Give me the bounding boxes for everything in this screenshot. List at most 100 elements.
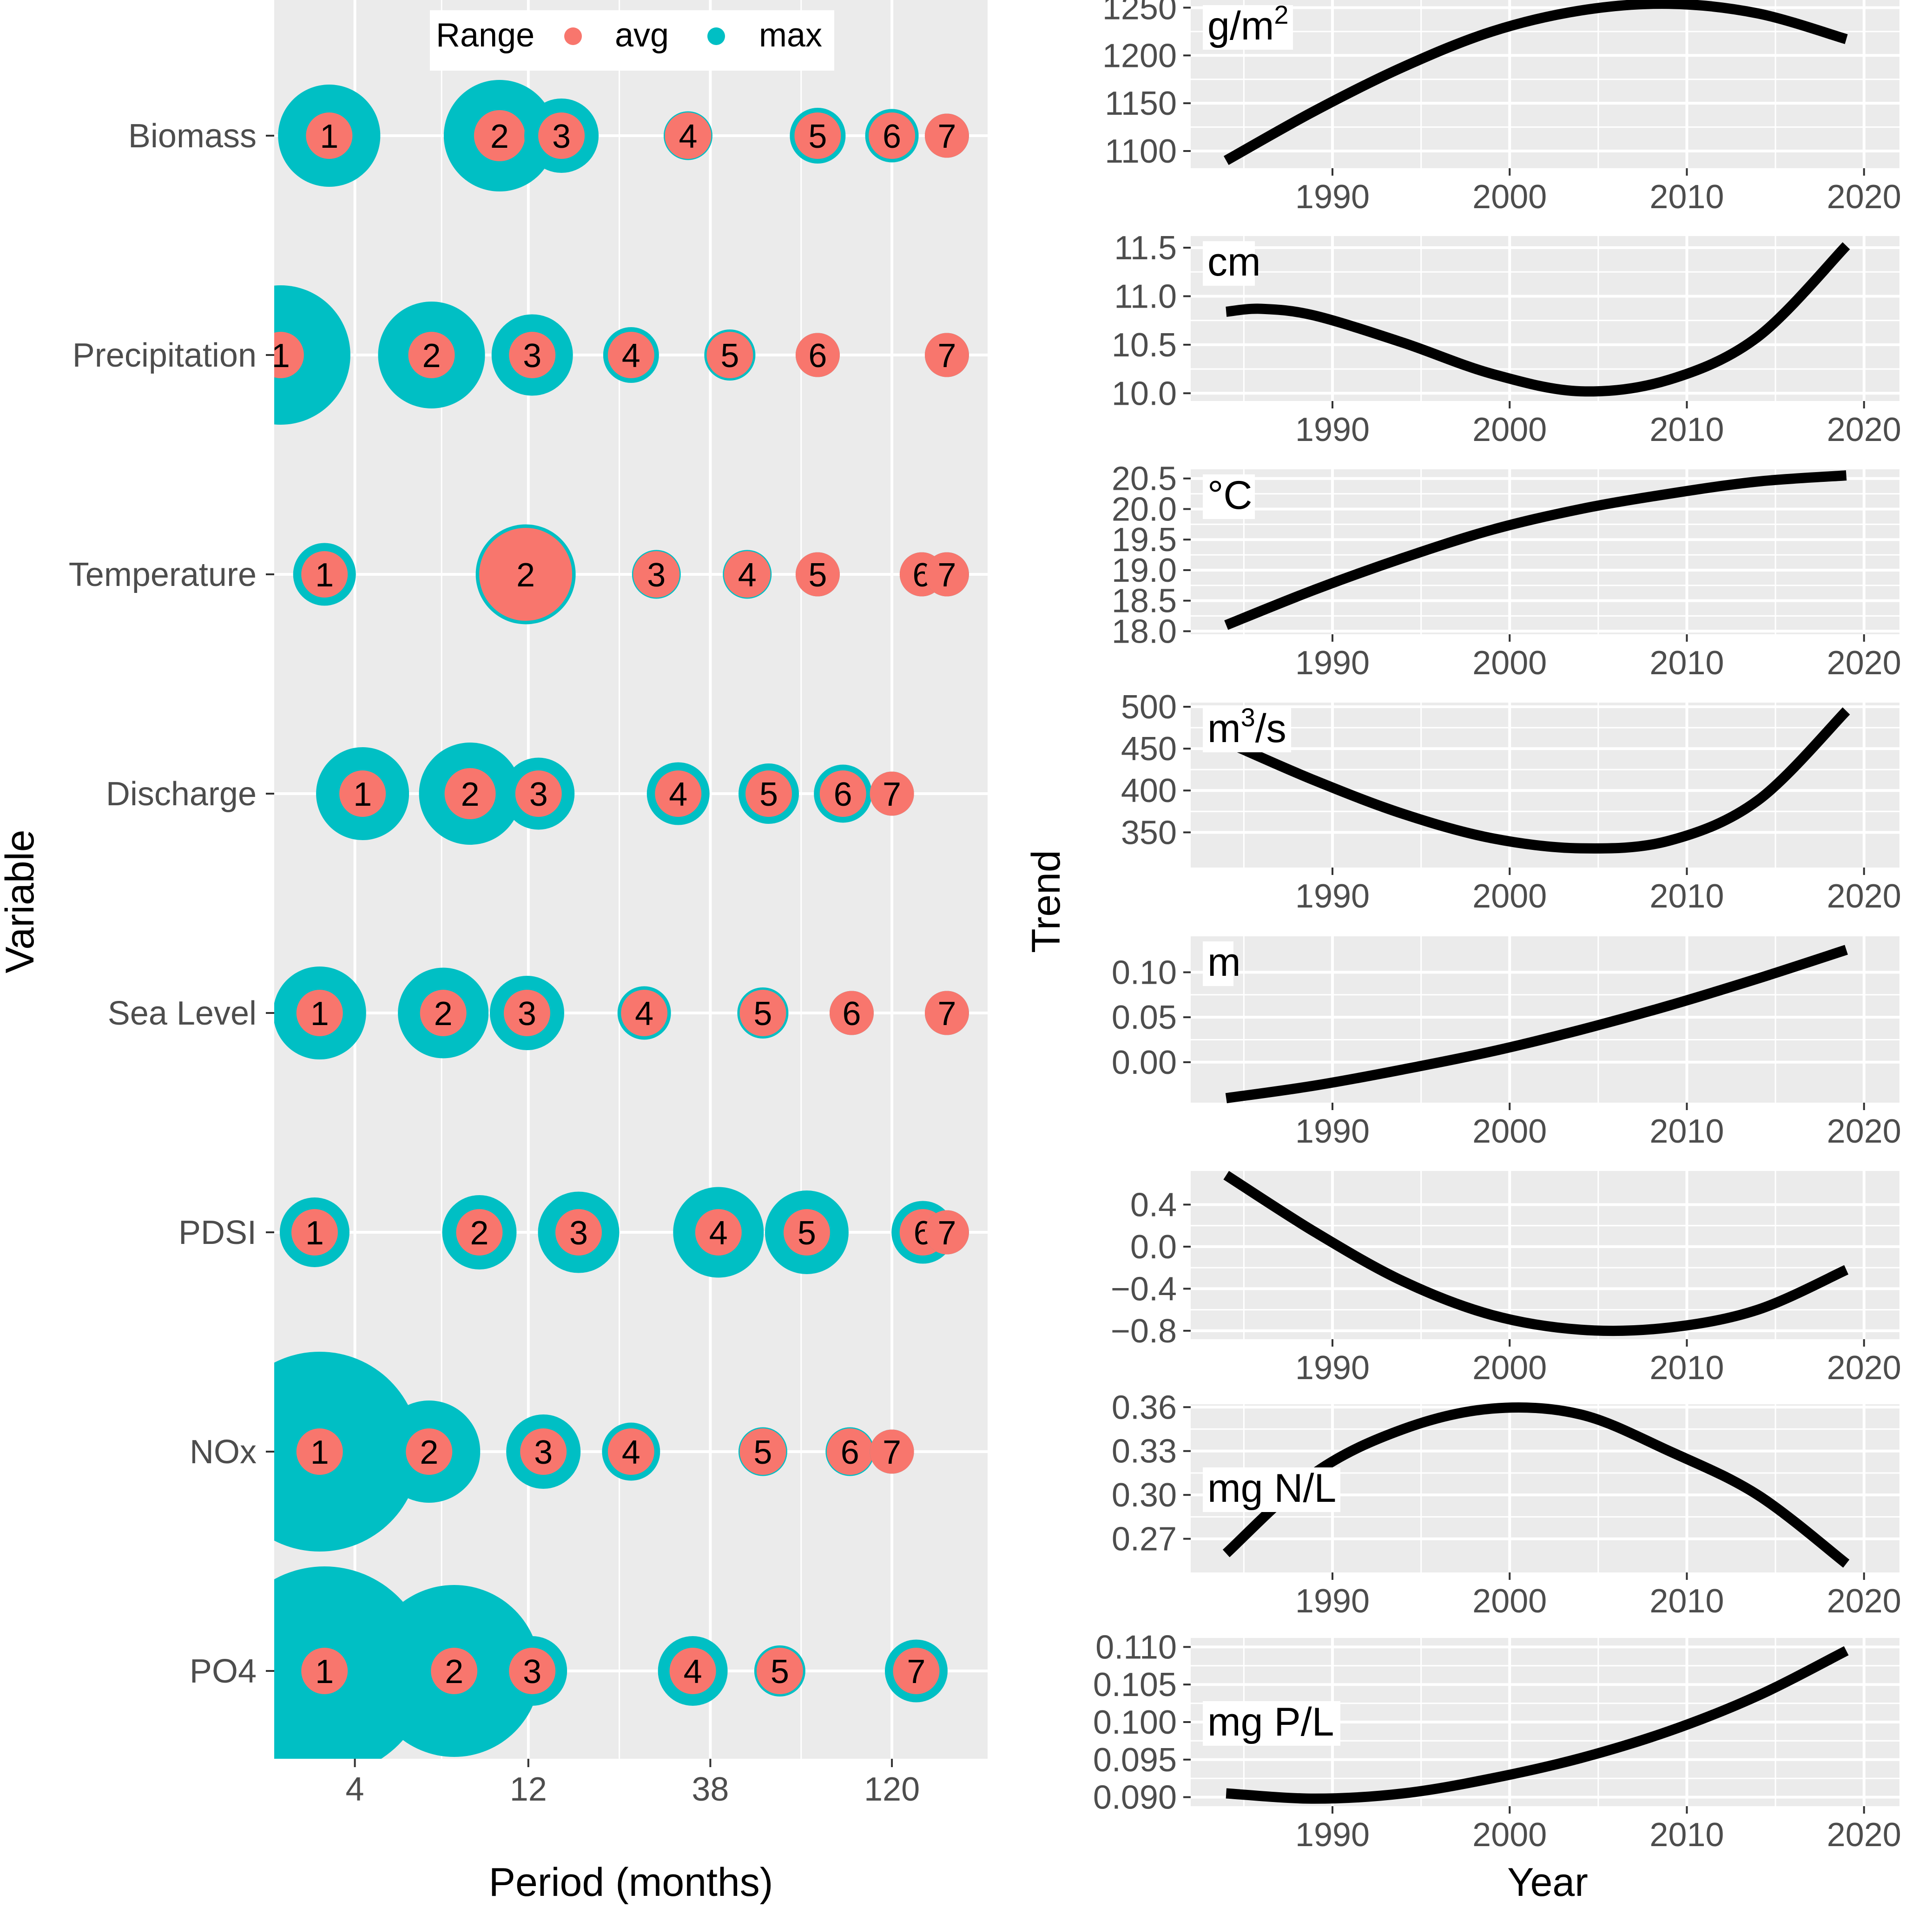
trend-x-tick-label: 2010 <box>1649 411 1724 448</box>
trend-y-tick-label: 1200 <box>1102 37 1177 74</box>
trend-y-tick-label: 0.105 <box>1093 1666 1177 1703</box>
avg-range-bubble <box>924 113 969 158</box>
trend-panel-sea-level: 1990 2000 2010 2020 0.00 0.05 0.10 m <box>1112 936 1901 1150</box>
variable-label-discharge: Discharge <box>106 776 257 813</box>
max-range-bubble <box>274 1352 420 1552</box>
trend-x-tick-label: 2020 <box>1827 411 1901 448</box>
trend-y-tick-label: 0.095 <box>1093 1742 1177 1779</box>
trend-panel-precipitation: 1990 2000 2010 2020 10.0 10.5 11.0 11.5 cm <box>1112 230 1901 448</box>
component-number-label: 7 <box>937 337 956 375</box>
component-number-label: 4 <box>684 1653 702 1690</box>
avg-range-bubble <box>607 1428 654 1475</box>
component-number-label: 2 <box>420 1434 438 1471</box>
periodicity-bubble-chart: 4 12 38 120BiomassPrecipitationTemperatureD… <box>0 0 988 1905</box>
legend-box <box>430 10 834 71</box>
trend-y-tick-label: 400 <box>1121 772 1177 809</box>
component-number-label: 4 <box>635 995 653 1032</box>
trend-y-tick-label: 11.0 <box>1114 278 1177 315</box>
avg-range-bubble <box>706 332 753 378</box>
trend-line <box>1223 1171 1849 1336</box>
trend-panel-nox: 1990 2000 2010 2020 0.27 0.30 0.33 0.36 mg N/L <box>1112 1389 1901 1620</box>
component-number-label: 2 <box>490 118 509 155</box>
trend-y-tick-label: 0.4 <box>1130 1186 1177 1223</box>
unit-label-background <box>1203 1467 1340 1512</box>
avg-range-bubble <box>420 990 467 1036</box>
trend-y-tick-label: 18.0 <box>1112 613 1177 650</box>
unit-label-background <box>1203 474 1255 519</box>
trend-x-tick-label: 1990 <box>1295 644 1370 682</box>
unit-label-text: cm <box>1207 240 1261 284</box>
unit-label: mg P/L <box>1207 1700 1334 1744</box>
component-number-label: 1 <box>305 1215 324 1252</box>
trend-line <box>1226 242 1850 397</box>
legend-label-avg: avg <box>615 17 669 54</box>
trend-line <box>1224 470 1847 630</box>
component-number-label: 5 <box>720 337 739 375</box>
unit-label-text: g/m <box>1207 4 1274 48</box>
component-number-label: 3 <box>529 776 548 813</box>
unit-label-background <box>1203 241 1255 286</box>
trend-x-tick-label: 2020 <box>1827 644 1901 682</box>
trend-y-tick-label: 500 <box>1121 689 1177 726</box>
avg-range-bubble <box>633 551 680 598</box>
avg-range-bubble <box>339 770 386 817</box>
trend-x-tick-label: 1990 <box>1295 1113 1370 1150</box>
bubble-y-axis-title: Variable <box>0 829 42 973</box>
component-number-label: 3 <box>569 1215 588 1252</box>
unit-label: cm <box>1207 240 1261 284</box>
component-number-label: 3 <box>518 995 536 1032</box>
trend-panel-background <box>1191 236 1899 401</box>
avg-range-bubble <box>431 1648 478 1694</box>
avg-range-bubble <box>621 990 668 1036</box>
component-number-label: 1 <box>315 1653 334 1690</box>
trend-line <box>1225 945 1848 1104</box>
avg-range-bubble <box>745 770 792 817</box>
trend-x-tick-label: 2000 <box>1472 178 1547 216</box>
trend-y-tick-label: 19.0 <box>1112 552 1177 589</box>
legend-label-max: max <box>759 17 822 54</box>
avg-range-bubble <box>296 1428 343 1475</box>
avg-range-bubble <box>406 1428 453 1475</box>
trend-y-tick-label: 0.090 <box>1093 1779 1177 1816</box>
unit-label-background <box>1203 941 1233 986</box>
unit-label-background <box>1203 1701 1340 1746</box>
trend-y-tick-label: 10.5 <box>1112 327 1177 364</box>
unit-label-suffix: /s <box>1255 706 1286 751</box>
component-number-label: 6 <box>808 337 827 375</box>
trend-y-tick-label: 0.36 <box>1112 1389 1177 1426</box>
trend-x-tick-label: 2000 <box>1472 1349 1547 1387</box>
avg-range-bubble <box>503 990 550 1036</box>
trend-y-tick-label: 0.05 <box>1112 999 1177 1036</box>
trend-x-tick-label: 2020 <box>1827 878 1901 915</box>
variable-label-biomass: Biomass <box>128 118 257 155</box>
avg-range-bubble <box>869 112 916 159</box>
trend-y-tick-label: 350 <box>1121 814 1177 851</box>
avg-range-bubble <box>474 110 525 161</box>
component-number-label: 5 <box>798 1215 816 1252</box>
component-number-label: 3 <box>552 118 571 155</box>
avg-range-bubble <box>739 990 786 1036</box>
unit-label: °C <box>1207 473 1253 518</box>
unit-label-text: °C <box>1207 473 1253 518</box>
trend-x-tick-label: 2010 <box>1649 178 1724 216</box>
component-number-label: 3 <box>534 1434 553 1471</box>
component-number-label: 4 <box>622 337 640 375</box>
trend-panel-po4: 1990 2000 2010 2020 0.0900.0950.1000.1050.11… <box>1093 1629 1901 1854</box>
component-number-label: 1 <box>271 337 290 375</box>
avg-range-bubble <box>783 1209 830 1256</box>
component-number-label: 5 <box>753 1434 772 1471</box>
variable-label-precipitation: Precipitation <box>73 337 257 374</box>
trend-x-tick-label: 2000 <box>1472 1583 1547 1620</box>
unit-label-text: mg N/L <box>1207 1466 1336 1511</box>
component-number-label: 2 <box>516 557 535 594</box>
trend-y-tick-label: 1100 <box>1105 133 1177 170</box>
avg-range-bubble <box>479 528 573 621</box>
component-number-label: 7 <box>937 557 956 594</box>
component-number-label: 5 <box>759 776 778 813</box>
trend-x-tick-label: 2010 <box>1649 1113 1724 1150</box>
unit-label: m3/s <box>1207 703 1286 751</box>
trend-y-tick-label: 0.30 <box>1112 1477 1177 1514</box>
component-number-label: 7 <box>883 1434 901 1471</box>
trend-panel-temperature: 1990 2000 2010 2020 18.018.519.019.520.020.5… <box>1112 460 1901 682</box>
avg-range-bubble <box>301 1648 348 1694</box>
